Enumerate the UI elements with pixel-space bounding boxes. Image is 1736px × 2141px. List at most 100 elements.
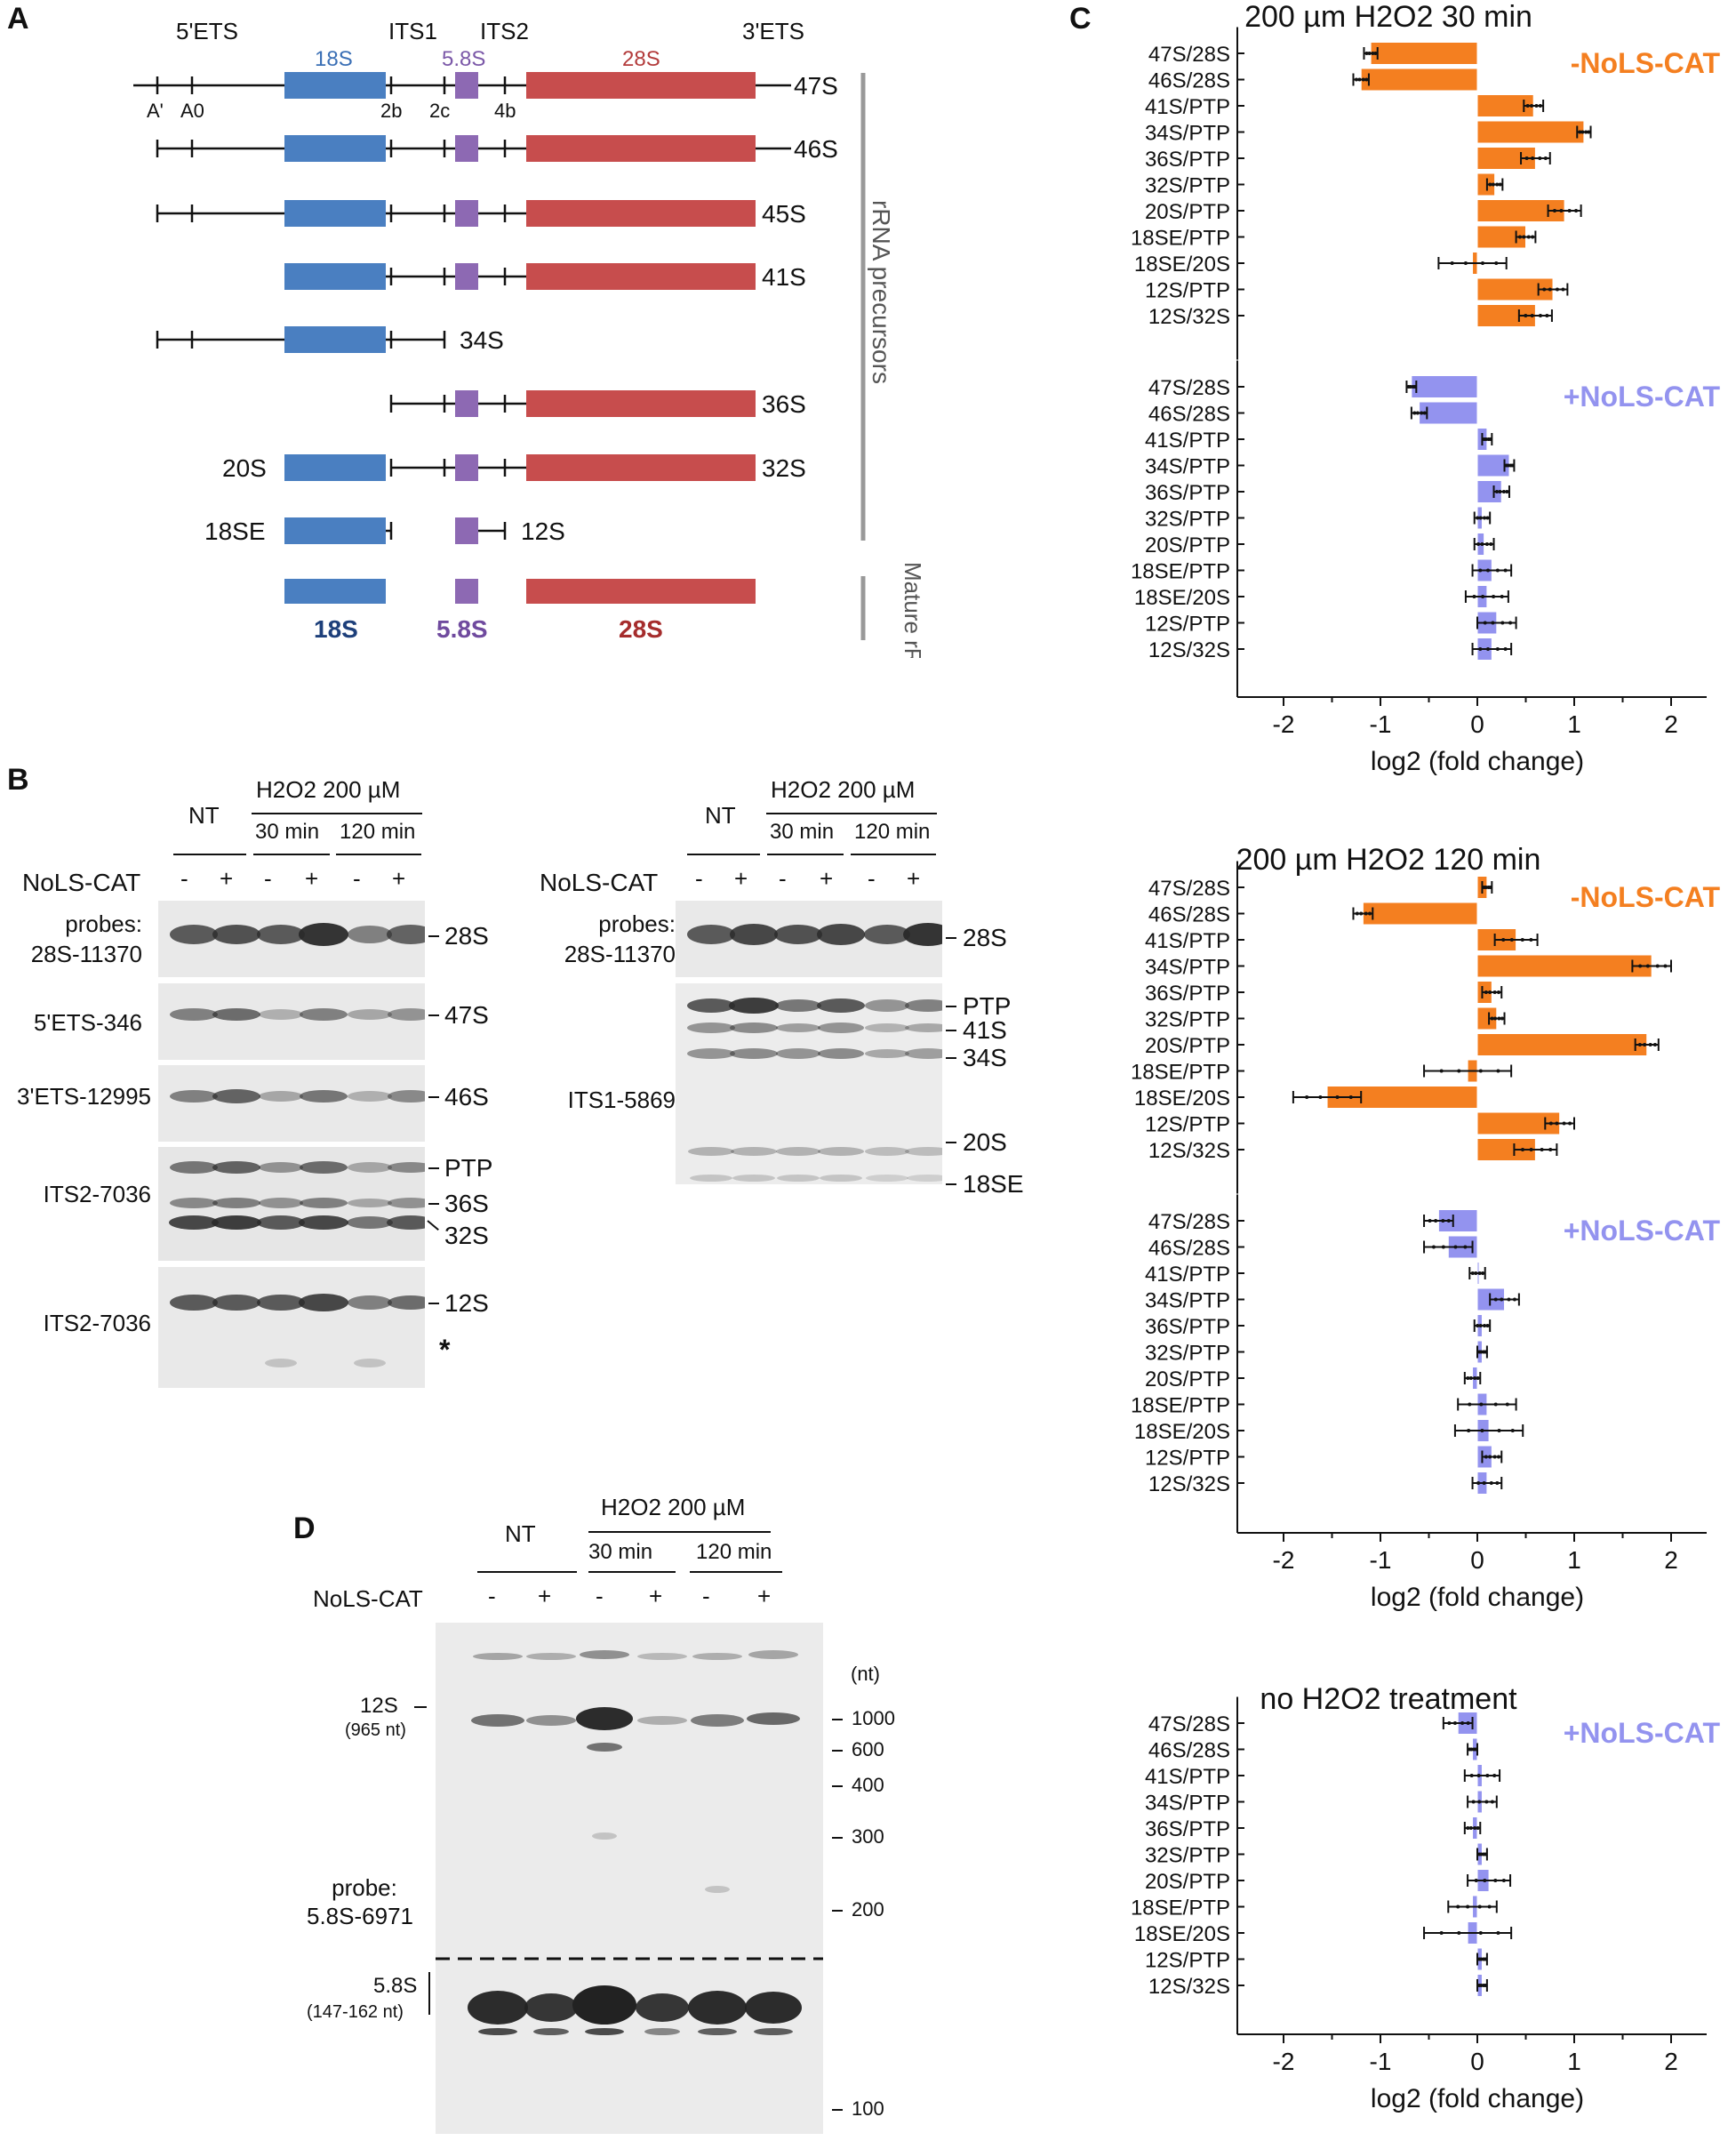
category-label: 36S/PTP	[1145, 1817, 1230, 1841]
precursor-34s: 34S	[460, 326, 504, 354]
bar	[1370, 42, 1478, 65]
data-point	[1652, 1043, 1657, 1046]
probe-label: probe:	[332, 1874, 397, 1901]
data-point	[1580, 130, 1585, 134]
data-point	[1542, 287, 1547, 292]
nt-header: NT	[505, 1520, 536, 1547]
data-point	[1538, 156, 1542, 160]
mature-rrna-label: Mature rRNA	[900, 562, 926, 658]
x-tick-label: -1	[1370, 710, 1392, 738]
category-label: 12S/32S	[1148, 1975, 1230, 1999]
data-point	[1510, 1429, 1515, 1432]
data-point	[1422, 411, 1427, 415]
region-5ets: 5'ETS	[176, 18, 238, 44]
data-point	[1567, 209, 1572, 212]
band-32s: 32S	[444, 1222, 489, 1249]
data-point	[1548, 1121, 1553, 1126]
data-point	[1450, 261, 1454, 265]
category-label: 36S/PTP	[1145, 481, 1230, 505]
data-point	[1637, 1043, 1642, 1046]
category-label: 12S/PTP	[1145, 279, 1230, 303]
precursor-46s: 46S	[794, 135, 838, 163]
data-point	[1367, 52, 1372, 55]
data-point	[1495, 490, 1500, 493]
bar	[1476, 954, 1652, 978]
band-36s: 36S	[444, 1190, 489, 1217]
data-point	[1483, 1879, 1487, 1882]
data-point	[1476, 516, 1480, 520]
data-point	[1497, 1429, 1501, 1432]
category-label: 20S/PTP	[1145, 200, 1230, 224]
data-point	[1531, 235, 1535, 239]
data-point	[1488, 1455, 1492, 1459]
category-label: 41S/PTP	[1145, 429, 1230, 453]
data-point	[1481, 1271, 1485, 1275]
data-point	[1488, 990, 1492, 994]
site-4b: 4b	[494, 100, 516, 122]
probe-its2-7036: ITS2-7036	[43, 1181, 151, 1207]
data-point	[1456, 1904, 1460, 1909]
data-point	[1478, 568, 1483, 573]
data-point	[1531, 156, 1535, 160]
nt-header: NT	[188, 802, 220, 829]
data-point	[1488, 886, 1492, 889]
probe-its2-7036-b: ITS2-7036	[43, 1310, 151, 1336]
data-point	[1473, 1826, 1477, 1830]
band-28s: 28S	[963, 924, 1007, 951]
precursor-12s: 12S	[521, 517, 565, 545]
chart-title: 200 µm H2O2 120 min	[1236, 843, 1541, 877]
data-point	[1492, 1774, 1497, 1777]
x-axis-label: log2 (fold change)	[1371, 2084, 1584, 2113]
category-label: 12S/PTP	[1145, 1949, 1230, 1973]
mature-28s: 28S	[619, 615, 663, 643]
data-point	[1498, 490, 1502, 493]
band-20s: 20S	[963, 1128, 1007, 1156]
data-point	[1493, 1016, 1498, 1021]
data-point	[1493, 1402, 1498, 1407]
data-point	[1495, 1481, 1500, 1485]
rrna-precursors-label: rRNA precursors	[868, 200, 895, 384]
category-label: 18SE/20S	[1134, 1087, 1230, 1111]
band-12s-label: 12S	[360, 1694, 398, 1718]
precursor-47s: 47S	[794, 72, 838, 100]
data-point	[1484, 1852, 1488, 1856]
category-label: 41S/PTP	[1145, 1263, 1230, 1287]
category-label: 36S/PTP	[1145, 1315, 1230, 1339]
site-2c: 2c	[429, 100, 450, 122]
condition-label: -NoLS-CAT	[1571, 47, 1721, 79]
data-point	[1472, 595, 1476, 598]
data-point	[1479, 1402, 1484, 1407]
data-point	[1559, 209, 1564, 212]
data-point	[1529, 1148, 1533, 1151]
category-label: 12S/32S	[1148, 1472, 1230, 1496]
data-point	[1548, 1148, 1553, 1151]
time-120min: 120 min	[340, 820, 416, 844]
data-point	[1643, 1043, 1647, 1046]
category-label: 46S/28S	[1148, 403, 1230, 427]
x-tick-label: 1	[1567, 1546, 1581, 1574]
data-point	[1484, 1984, 1488, 1987]
data-point	[1415, 411, 1420, 415]
x-axis-label: log2 (fold change)	[1371, 1583, 1584, 1612]
category-label: 41S/PTP	[1145, 1765, 1230, 1789]
category-label: 46S/28S	[1148, 69, 1230, 93]
data-point	[1584, 130, 1588, 134]
data-point	[1534, 104, 1539, 108]
data-point	[1484, 1800, 1489, 1804]
marker-200: 200	[852, 1898, 884, 1920]
condition-label: +NoLS-CAT	[1564, 1215, 1721, 1247]
data-point	[1469, 1774, 1474, 1777]
marker-unit: (nt)	[851, 1663, 880, 1685]
data-point	[1355, 911, 1359, 916]
data-point	[1484, 1455, 1488, 1459]
time-120min: 120 min	[854, 820, 931, 844]
data-point	[1538, 104, 1542, 108]
data-point	[1485, 1324, 1490, 1327]
data-point	[1485, 647, 1490, 651]
sign: +	[305, 865, 319, 892]
data-point	[1335, 1095, 1340, 1099]
band-58s-length: (147-162 nt)	[307, 2002, 404, 2022]
data-point	[1529, 938, 1533, 942]
category-label: 18SE/20S	[1134, 586, 1230, 610]
data-point	[1555, 1121, 1559, 1126]
